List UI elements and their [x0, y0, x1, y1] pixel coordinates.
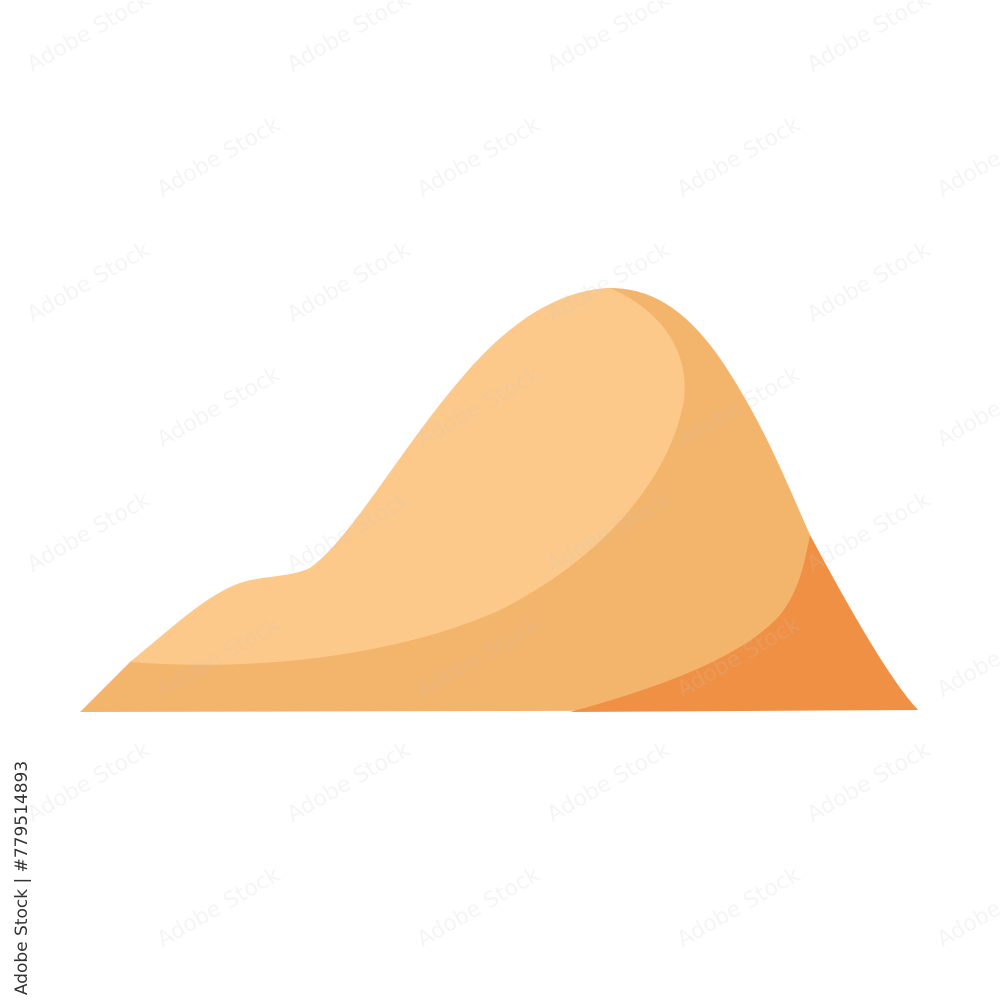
dune-shadow-layer	[570, 535, 918, 712]
dune-highlight-layer	[130, 288, 685, 665]
stock-id-label: Adobe Stock | #779514893	[12, 760, 32, 996]
